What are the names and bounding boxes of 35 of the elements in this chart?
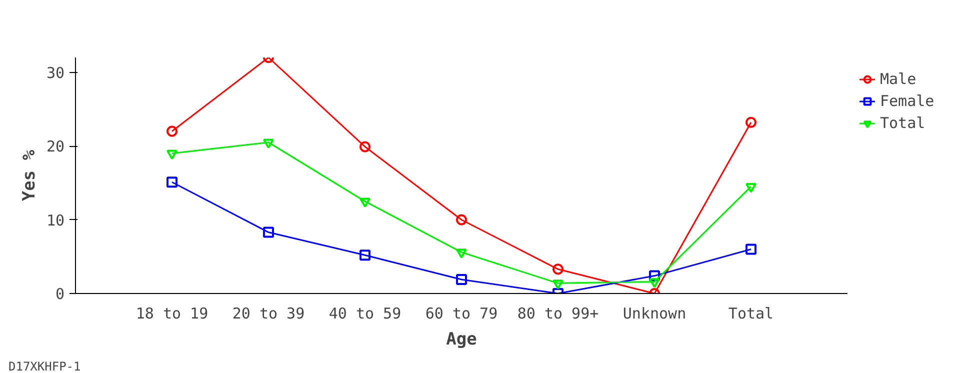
point <box>263 138 274 149</box>
y-tick-label: 30 <box>46 64 64 82</box>
point <box>263 226 274 238</box>
y-axis-title: Yes % <box>19 149 40 202</box>
point <box>746 182 756 193</box>
x-tick-label: 60 to 79 <box>425 304 498 322</box>
point <box>166 150 178 160</box>
x-axis-title: Age <box>446 330 477 350</box>
point <box>360 198 370 208</box>
x-tick-label: Unknown <box>622 304 686 322</box>
point <box>746 116 756 128</box>
text: D17XKHFP-1 <box>8 360 81 373</box>
point <box>649 270 660 282</box>
x-tick-label: 18 to 19 <box>136 304 208 322</box>
y-tick-label: 20 <box>46 138 64 156</box>
point <box>456 214 467 226</box>
point <box>456 248 467 258</box>
point <box>552 264 564 275</box>
point <box>649 278 660 288</box>
point <box>456 274 467 285</box>
legend-label: Female <box>880 92 934 110</box>
point <box>360 141 370 152</box>
x-tick-label: 80 to 99+ <box>517 304 599 322</box>
point <box>166 126 178 137</box>
legend-label: Total <box>880 114 926 132</box>
point <box>360 250 370 261</box>
y-tick-label: 0 <box>55 285 64 303</box>
point <box>552 280 564 290</box>
x-tick-label: 40 to 59 <box>328 304 402 322</box>
y-tick-label: 10 <box>46 211 64 230</box>
x-tick-label: 20 to 39 <box>232 304 305 322</box>
legend-label: Male <box>880 70 916 88</box>
x-tick-label: Total <box>728 304 774 322</box>
point <box>166 176 178 188</box>
point <box>746 244 756 255</box>
